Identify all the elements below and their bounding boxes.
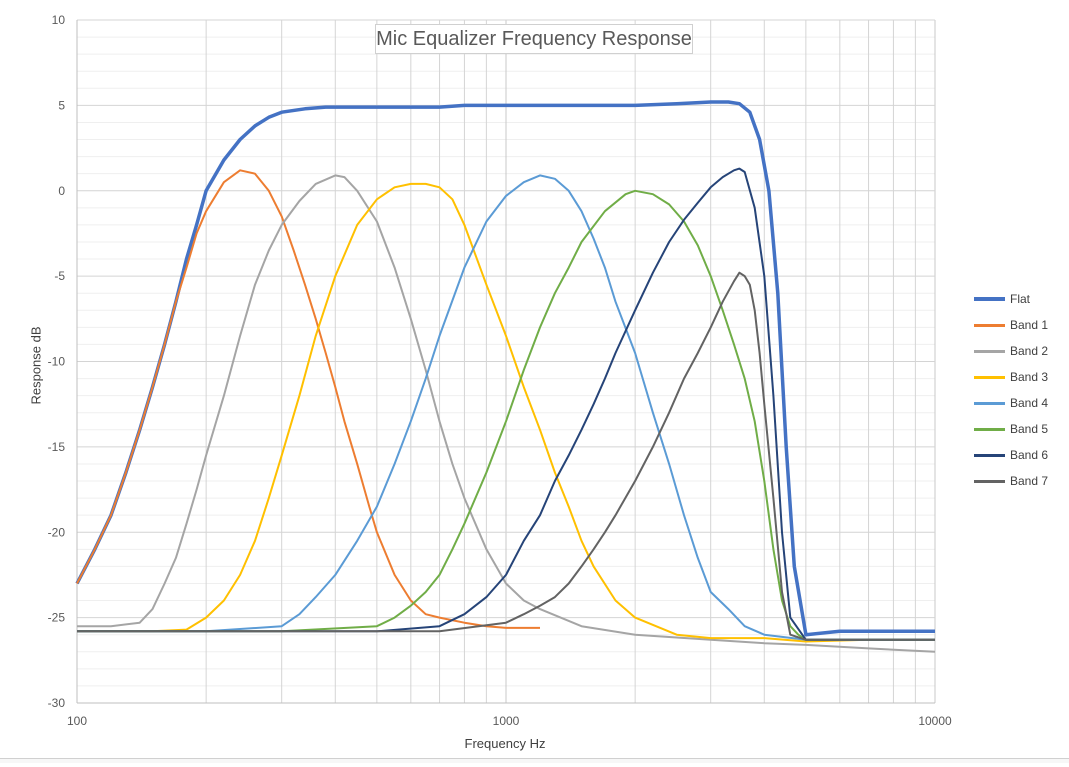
legend-label: Band 1 (1010, 318, 1049, 332)
legend-label: Band 5 (1010, 422, 1049, 436)
legend-swatch (974, 401, 1005, 405)
legend-item: Band 4 (974, 390, 1066, 416)
chart-title: Mic Equalizer Frequency Response (375, 24, 693, 54)
y-tick-label: 5 (58, 98, 65, 112)
y-tick-label: -30 (48, 696, 66, 710)
x-tick-label: 1000 (493, 714, 520, 728)
legend-label: Band 3 (1010, 370, 1049, 384)
legend-swatch (974, 375, 1005, 379)
y-tick-label: 0 (58, 184, 65, 198)
legend-swatch (974, 297, 1005, 301)
legend-item: Band 3 (974, 364, 1066, 390)
y-tick-label: -20 (48, 525, 66, 539)
x-tick-label: 100 (67, 714, 87, 728)
legend-item: Band 5 (974, 416, 1066, 442)
legend-label: Band 2 (1010, 344, 1049, 358)
legend-label: Flat (1010, 292, 1031, 306)
legend-label: Band 7 (1010, 474, 1049, 488)
legend-item: Band 2 (974, 338, 1066, 364)
series-line-band-7 (77, 271, 935, 641)
y-tick-label: 10 (52, 13, 66, 27)
series-line-band-2 (77, 174, 936, 653)
legend-item: Band 7 (974, 468, 1066, 494)
legend: Flat Band 1 Band 2 Band 3 Band 4 Band 5 Band 6… (974, 286, 1066, 494)
series-line-band-6 (77, 167, 935, 641)
legend-swatch (974, 453, 1005, 457)
legend-swatch (974, 323, 1005, 327)
y-tick-label: -15 (48, 440, 66, 454)
legend-item: Band 1 (974, 312, 1066, 338)
legend-item: Flat (974, 286, 1066, 312)
legend-item: Band 6 (974, 442, 1066, 468)
legend-swatch (974, 479, 1005, 483)
legend-label: Band 6 (1010, 448, 1049, 462)
x-axis-label: Frequency Hz (464, 736, 546, 751)
series-line-band-4 (77, 174, 935, 641)
series-line-band-5 (77, 189, 935, 641)
x-tick-label: 10000 (918, 714, 952, 728)
y-axis-label: Response dB (28, 326, 44, 405)
legend-swatch (974, 349, 1005, 353)
legend-swatch (974, 427, 1005, 431)
series-line-band-1 (76, 169, 540, 629)
series-line-band-3 (77, 182, 935, 643)
y-tick-label: -10 (48, 355, 66, 369)
y-tick-label: -5 (54, 269, 65, 283)
sheet-tab-strip (0, 758, 1069, 763)
legend-label: Band 4 (1010, 396, 1049, 410)
y-tick-label: -25 (48, 611, 66, 625)
chart-title-text: Mic Equalizer Frequency Response (376, 27, 692, 50)
